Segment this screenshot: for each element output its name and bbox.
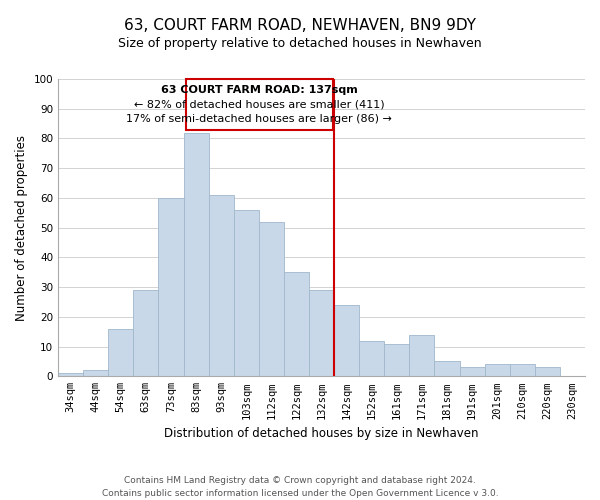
Bar — [58, 374, 83, 376]
FancyBboxPatch shape — [186, 79, 333, 130]
Text: Size of property relative to detached houses in Newhaven: Size of property relative to detached ho… — [118, 38, 482, 51]
Y-axis label: Number of detached properties: Number of detached properties — [15, 134, 28, 320]
Text: ← 82% of detached houses are smaller (411): ← 82% of detached houses are smaller (41… — [134, 100, 385, 110]
Bar — [510, 364, 535, 376]
Bar — [309, 290, 334, 376]
Bar — [158, 198, 184, 376]
Bar — [485, 364, 510, 376]
Bar — [359, 340, 384, 376]
Text: 63 COURT FARM ROAD: 137sqm: 63 COURT FARM ROAD: 137sqm — [161, 85, 358, 95]
Bar — [460, 368, 485, 376]
Bar — [284, 272, 309, 376]
Bar — [209, 195, 233, 376]
Bar — [108, 328, 133, 376]
Bar — [133, 290, 158, 376]
Bar — [259, 222, 284, 376]
Bar — [334, 305, 359, 376]
Bar — [184, 132, 209, 376]
X-axis label: Distribution of detached houses by size in Newhaven: Distribution of detached houses by size … — [164, 427, 479, 440]
Bar — [233, 210, 259, 376]
Bar — [434, 362, 460, 376]
Text: 63, COURT FARM ROAD, NEWHAVEN, BN9 9DY: 63, COURT FARM ROAD, NEWHAVEN, BN9 9DY — [124, 18, 476, 32]
Text: Contains HM Land Registry data © Crown copyright and database right 2024.
Contai: Contains HM Land Registry data © Crown c… — [101, 476, 499, 498]
Bar — [83, 370, 108, 376]
Bar — [535, 368, 560, 376]
Text: 17% of semi-detached houses are larger (86) →: 17% of semi-detached houses are larger (… — [127, 114, 392, 124]
Bar — [384, 344, 409, 376]
Bar — [409, 334, 434, 376]
